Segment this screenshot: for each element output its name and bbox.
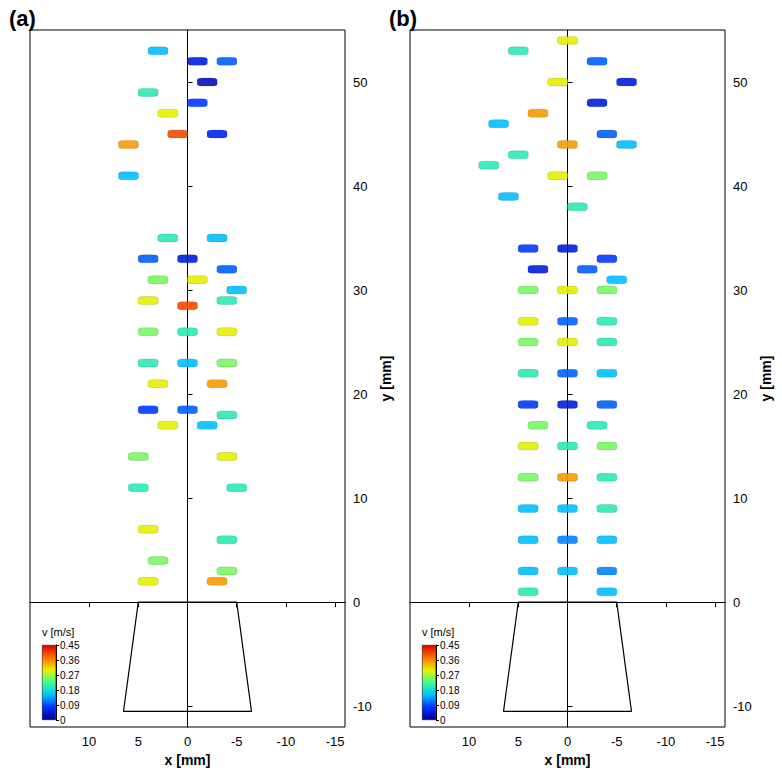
svg-text:0.09: 0.09 xyxy=(60,700,80,711)
svg-text:50: 50 xyxy=(353,75,367,90)
svg-text:y [mm]: y [mm] xyxy=(378,356,394,402)
svg-text:0.36: 0.36 xyxy=(60,655,80,666)
svg-text:10: 10 xyxy=(462,734,476,749)
svg-text:0.18: 0.18 xyxy=(60,685,80,696)
svg-text:-15: -15 xyxy=(706,734,725,749)
svg-text:5: 5 xyxy=(135,734,142,749)
svg-text:0.45: 0.45 xyxy=(60,640,80,651)
svg-text:x [mm]: x [mm] xyxy=(545,752,591,768)
svg-text:30: 30 xyxy=(353,283,367,298)
svg-text:20: 20 xyxy=(733,387,747,402)
svg-text:(b): (b) xyxy=(389,6,417,31)
svg-text:(a): (a) xyxy=(9,6,36,31)
svg-text:-10: -10 xyxy=(277,734,296,749)
svg-text:50: 50 xyxy=(733,75,747,90)
svg-text:0.18: 0.18 xyxy=(440,685,460,696)
svg-text:10: 10 xyxy=(82,734,96,749)
svg-text:-5: -5 xyxy=(611,734,623,749)
svg-text:v [m/s]: v [m/s] xyxy=(422,626,454,638)
svg-text:30: 30 xyxy=(733,283,747,298)
svg-text:v [m/s]: v [m/s] xyxy=(42,626,74,638)
svg-text:x [mm]: x [mm] xyxy=(165,752,211,768)
svg-text:40: 40 xyxy=(733,179,747,194)
svg-text:-5: -5 xyxy=(231,734,243,749)
svg-text:40: 40 xyxy=(353,179,367,194)
svg-text:0.36: 0.36 xyxy=(440,655,460,666)
svg-text:10: 10 xyxy=(353,491,367,506)
svg-text:0.45: 0.45 xyxy=(440,640,460,651)
svg-text:0.27: 0.27 xyxy=(60,670,80,681)
svg-text:0.27: 0.27 xyxy=(440,670,460,681)
svg-text:10: 10 xyxy=(733,491,747,506)
svg-text:y [mm]: y [mm] xyxy=(758,356,774,402)
svg-text:-10: -10 xyxy=(733,699,752,714)
svg-text:-15: -15 xyxy=(326,734,345,749)
svg-text:-10: -10 xyxy=(657,734,676,749)
svg-text:0.09: 0.09 xyxy=(440,700,460,711)
svg-text:0: 0 xyxy=(733,595,740,610)
svg-text:20: 20 xyxy=(353,387,367,402)
svg-text:0: 0 xyxy=(353,595,360,610)
svg-text:0: 0 xyxy=(564,734,571,749)
svg-text:5: 5 xyxy=(515,734,522,749)
svg-text:0: 0 xyxy=(60,715,66,726)
svg-text:0: 0 xyxy=(440,715,446,726)
svg-text:0: 0 xyxy=(184,734,191,749)
svg-text:-10: -10 xyxy=(353,699,372,714)
